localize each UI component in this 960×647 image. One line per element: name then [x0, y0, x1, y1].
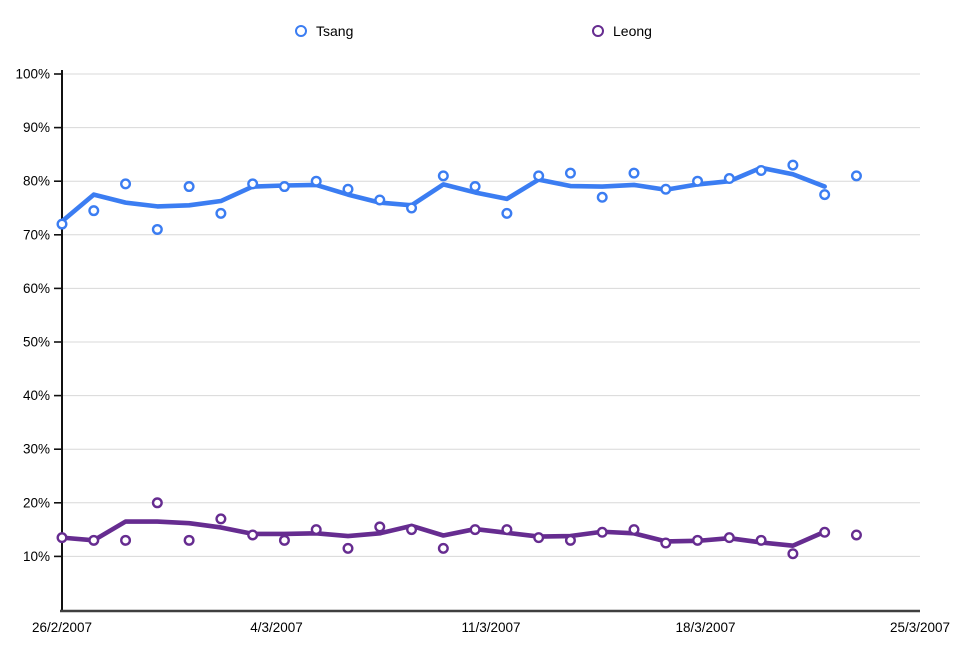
data-point-leong — [533, 532, 545, 544]
data-point-tsang — [247, 178, 259, 190]
y-axis-label: 50% — [23, 335, 50, 350]
legend-label-leong: Leong — [613, 23, 652, 39]
data-point-tsang — [787, 159, 799, 171]
data-point-leong — [755, 534, 767, 546]
data-point-leong — [628, 524, 640, 536]
data-point-tsang — [215, 207, 227, 219]
data-point-tsang — [819, 189, 831, 201]
x-axis-label: 25/3/2007 — [890, 620, 950, 635]
data-point-leong — [342, 542, 354, 554]
data-point-tsang — [628, 167, 640, 179]
data-point-leong — [660, 537, 672, 549]
data-point-leong — [310, 524, 322, 536]
x-axis-label: 26/2/2007 — [32, 620, 92, 635]
y-axis-label: 100% — [15, 67, 50, 82]
data-point-leong — [437, 542, 449, 554]
data-point-leong — [120, 534, 132, 546]
data-point-leong — [564, 534, 576, 546]
x-axis-label: 18/3/2007 — [675, 620, 735, 635]
data-point-leong — [247, 529, 259, 541]
data-point-leong — [151, 497, 163, 509]
x-axis-label: 11/3/2007 — [461, 620, 520, 635]
data-point-tsang — [278, 181, 290, 193]
data-point-tsang — [564, 167, 576, 179]
y-axis-label: 90% — [23, 120, 50, 135]
legend-item-leong: Leong — [592, 23, 652, 39]
data-point-leong — [88, 534, 100, 546]
data-point-tsang — [501, 207, 513, 219]
legend-label-tsang: Tsang — [316, 23, 354, 39]
data-point-tsang — [374, 194, 386, 206]
data-point-leong — [596, 526, 608, 538]
data-point-tsang — [692, 175, 704, 187]
data-point-tsang — [533, 170, 545, 182]
trend-line-leong — [59, 519, 827, 548]
data-point-tsang — [596, 191, 608, 203]
data-point-tsang — [723, 173, 735, 185]
data-point-tsang — [310, 175, 322, 187]
y-axis-label: 40% — [23, 388, 50, 403]
data-point-tsang — [437, 170, 449, 182]
data-point-tsang — [660, 183, 672, 195]
data-point-tsang — [406, 202, 418, 214]
data-point-tsang — [755, 164, 767, 176]
data-point-tsang — [183, 181, 195, 193]
y-axis-label: 70% — [23, 227, 50, 242]
data-point-leong — [406, 524, 418, 536]
data-point-tsang — [850, 170, 862, 182]
y-axis-label: 60% — [23, 281, 50, 296]
y-axis-label: 20% — [23, 495, 50, 510]
data-point-leong — [787, 548, 799, 560]
data-point-tsang — [151, 223, 163, 235]
data-point-tsang — [342, 183, 354, 195]
x-axis-label: 4/3/2007 — [250, 620, 303, 635]
y-axis-label: 10% — [23, 549, 50, 564]
legend-item-tsang: Tsang — [295, 23, 353, 39]
y-axis-label: 30% — [23, 442, 50, 457]
data-point-leong — [374, 521, 386, 533]
data-point-leong — [278, 534, 290, 546]
data-point-leong — [183, 534, 195, 546]
data-point-leong — [56, 532, 68, 544]
data-point-tsang — [56, 218, 68, 230]
leong-marker-icon — [592, 25, 604, 37]
data-point-leong — [501, 524, 513, 536]
data-point-leong — [723, 532, 735, 544]
data-point-leong — [215, 513, 227, 525]
data-point-leong — [850, 529, 862, 541]
data-point-tsang — [88, 205, 100, 217]
data-point-tsang — [469, 181, 481, 193]
data-point-leong — [469, 524, 481, 536]
data-point-tsang — [120, 178, 132, 190]
data-point-leong — [819, 526, 831, 538]
y-axis-label: 80% — [23, 174, 50, 189]
data-point-leong — [692, 534, 704, 546]
tsang-marker-icon — [295, 25, 307, 37]
